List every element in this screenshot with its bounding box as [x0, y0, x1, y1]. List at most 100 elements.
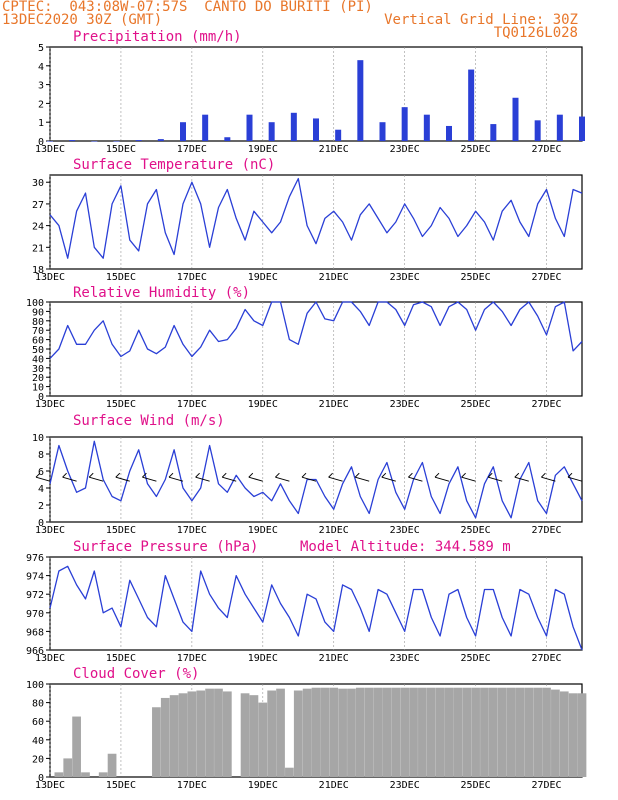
cloud-bar — [160, 697, 170, 777]
wind-barb-head — [328, 472, 333, 478]
x-tick-label: 21DEC — [319, 399, 349, 410]
series-line — [49, 440, 583, 519]
cloud-bar — [169, 695, 179, 777]
y-tick-label: 50 — [32, 345, 44, 356]
x-tick-label: 25DEC — [461, 525, 491, 536]
panel-frame — [49, 301, 583, 397]
cloud-bar — [453, 687, 463, 777]
y-tick-label: 40 — [32, 354, 44, 365]
x-tick-label: 15DEC — [106, 144, 136, 155]
wind-barb-head — [142, 472, 147, 478]
x-tick-label: 21DEC — [319, 144, 349, 155]
precip-bar — [401, 107, 408, 141]
x-tick-label: 13DEC — [35, 399, 65, 410]
cloud-bar — [249, 695, 259, 777]
wind-barb-head — [248, 472, 254, 478]
cloud-bar — [426, 687, 436, 777]
series-line — [49, 177, 583, 259]
wind-barb — [408, 476, 423, 482]
cloud-bar — [320, 687, 330, 777]
wind-barb — [488, 476, 503, 482]
wind-barb — [142, 476, 157, 482]
y-tick-label: 972 — [26, 590, 44, 601]
x-tick-label: 25DEC — [461, 272, 491, 283]
precip-bar — [157, 139, 164, 141]
precip-bar — [335, 129, 342, 141]
cloud-bar — [515, 687, 525, 777]
cloud-bar — [409, 687, 418, 777]
y-tick-label: 2 — [38, 99, 44, 110]
y-tick-label: 4 — [38, 62, 44, 73]
cloud-bar — [152, 707, 161, 777]
wind-barb-head — [514, 472, 520, 478]
wind-barb-head — [168, 472, 174, 478]
x-tick-label: 13DEC — [35, 653, 65, 664]
y-tick-label: 21 — [32, 243, 44, 254]
x-tick-label: 23DEC — [390, 780, 420, 791]
y-tick-label: 0 — [38, 773, 44, 784]
y-tick-label: 20 — [32, 373, 44, 384]
x-tick-label: 27DEC — [531, 272, 561, 283]
precip-bar — [423, 114, 430, 141]
wind-barb-head — [567, 472, 573, 478]
cloud-bar — [63, 758, 73, 777]
cloud-bar — [480, 687, 489, 777]
cloud-bar — [293, 690, 303, 777]
x-tick-label: 27DEC — [531, 525, 561, 536]
precip-bar — [534, 120, 541, 141]
cloud-bar — [444, 687, 454, 777]
y-tick-label: 100 — [26, 298, 44, 309]
cloud-bar — [98, 772, 108, 777]
wind-barb-head — [195, 472, 200, 478]
panel-title: Surface Pressure (hPa) — [73, 539, 258, 555]
cloud-bar — [506, 687, 516, 777]
cloud-bar — [418, 687, 427, 777]
cloud-bar — [373, 687, 383, 777]
wind-barb-head — [408, 472, 413, 478]
cloud-bar — [311, 687, 321, 777]
wind-barb — [461, 476, 476, 482]
wind-barb-head — [301, 472, 307, 478]
precip-bar — [468, 69, 475, 141]
wind-barb-head — [487, 472, 493, 478]
cloud-bar — [400, 687, 410, 777]
wind-barb — [115, 476, 130, 482]
precip-bar — [180, 122, 186, 141]
x-tick-label: 17DEC — [177, 780, 207, 791]
y-tick-label: 24 — [32, 222, 44, 233]
x-tick-label: 21DEC — [319, 525, 349, 536]
cloud-bar — [551, 689, 560, 777]
x-tick-label: 21DEC — [319, 272, 349, 283]
y-tick-label: 10 — [32, 383, 44, 394]
wind-barb-head — [115, 472, 121, 478]
y-tick-label: 40 — [32, 736, 44, 747]
y-tick-label: 5 — [38, 43, 44, 54]
x-tick-label: 19DEC — [248, 653, 278, 664]
precip-bar — [268, 122, 275, 141]
wind-barb-head — [62, 472, 67, 478]
y-tick-label: 90 — [32, 307, 44, 318]
y-tick-label: 3 — [38, 81, 44, 92]
x-tick-label: 27DEC — [531, 653, 561, 664]
wind-barb — [35, 476, 51, 482]
wind-barb — [328, 476, 343, 482]
wind-barb-head — [434, 472, 440, 478]
wind-barb-head — [221, 472, 227, 478]
cloud-bar — [276, 688, 285, 777]
header-line-2: 13DEC2020 30Z (GMT) — [2, 12, 163, 28]
wind-barb — [381, 476, 396, 482]
wind-barb — [434, 476, 450, 482]
cloud-bar — [187, 691, 197, 777]
x-tick-label: 13DEC — [35, 144, 65, 155]
cloud-bar — [178, 693, 188, 777]
y-tick-label: 0 — [38, 518, 44, 529]
x-tick-label: 15DEC — [106, 780, 136, 791]
y-tick-label: 18 — [32, 265, 44, 276]
x-tick-label: 17DEC — [177, 653, 207, 664]
precip-bar — [313, 118, 319, 141]
y-tick-label: 20 — [32, 754, 44, 765]
y-tick-label: 60 — [32, 717, 44, 728]
y-tick-label: 1 — [38, 118, 44, 129]
panel-frame — [49, 174, 583, 270]
